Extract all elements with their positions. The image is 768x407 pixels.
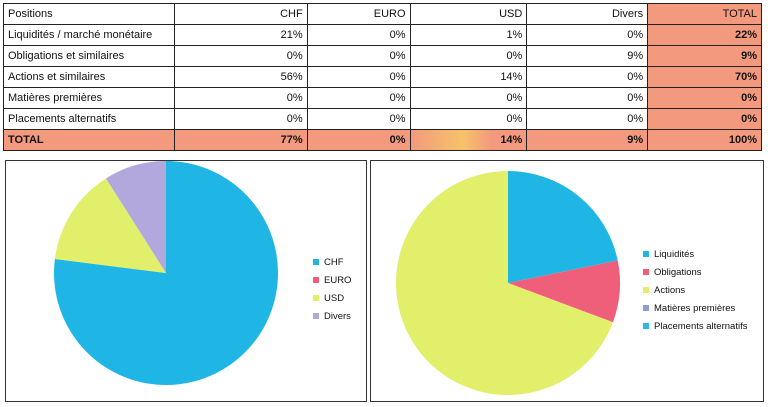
table-cell: 0% — [526, 87, 649, 109]
legend-item-chf: CHF — [313, 253, 351, 271]
header-cell: Positions — [3, 3, 175, 25]
total-cell: 9% — [526, 129, 649, 151]
legend-label: Actions — [654, 284, 686, 296]
table-cell: 0% — [173, 87, 308, 109]
table-cell: 0% — [173, 108, 308, 130]
grand-total-cell: 100% — [647, 129, 762, 151]
total-cell: 14% — [409, 129, 528, 151]
table-cell: 0% — [306, 66, 411, 88]
legend-swatch — [643, 323, 649, 329]
total-cell: 77% — [173, 129, 308, 151]
legend-swatch — [313, 259, 319, 265]
header-cell: Divers — [526, 3, 649, 25]
table-total-row: TOTAL 77% 0% 14% 9% 100% — [3, 129, 762, 151]
table-cell: 0% — [526, 24, 649, 46]
legend-swatch — [313, 313, 319, 319]
row-total-cell: 9% — [647, 45, 762, 67]
row-label: Matières premières — [3, 87, 175, 109]
legend-item-liquidites: Liquidités — [643, 245, 747, 263]
legend-label: EURO — [324, 274, 352, 286]
table-cell: 0% — [409, 108, 528, 130]
currency-pie-panel: CHF EURO USD Divers — [5, 160, 367, 402]
table-row: Actions et similaires 56% 0% 14% 0% 70% — [3, 66, 762, 88]
legend-item-obligations: Obligations — [643, 263, 747, 281]
table-cell: 0% — [526, 66, 649, 88]
pie-slice-chf — [53, 161, 278, 385]
legend-swatch — [643, 269, 649, 275]
total-label: TOTAL — [3, 129, 175, 151]
row-label: Liquidités / marché monétaire — [3, 24, 175, 46]
legend-item-actions: Actions — [643, 281, 747, 299]
row-total-cell: 0% — [647, 87, 762, 109]
table-cell: 0% — [526, 108, 649, 130]
table-cell: 14% — [409, 66, 528, 88]
row-total-cell: 22% — [647, 24, 762, 46]
table-cell: 0% — [409, 45, 528, 67]
asset-class-pie-panel: Liquidités Obligations Actions Matières pre… — [370, 160, 764, 402]
legend-item-euro: EURO — [313, 271, 351, 289]
currency-legend: CHF EURO USD Divers — [313, 253, 351, 325]
asset-class-legend: Liquidités Obligations Actions Matières pre… — [643, 245, 747, 335]
asset-class-pie-chart — [395, 170, 621, 395]
currency-pie-chart — [53, 161, 278, 385]
pie-slice-actions — [395, 170, 613, 395]
pie-slice-liquidites — [508, 171, 618, 283]
row-total-cell: 70% — [647, 66, 762, 88]
table-cell: 0% — [306, 87, 411, 109]
legend-label: Matières premières — [654, 302, 736, 314]
table-row: Placements alternatifs 0% 0% 0% 0% 0% — [3, 108, 762, 130]
pie-slice-divers — [105, 161, 166, 273]
row-total-cell: 0% — [647, 108, 762, 130]
row-label: Placements alternatifs — [3, 108, 175, 130]
legend-swatch — [643, 251, 649, 257]
row-label: Actions et similaires — [3, 66, 175, 88]
legend-item-placements-alternatifs: Placements alternatifs — [643, 317, 747, 335]
table-cell: 0% — [173, 45, 308, 67]
table-row: Liquidités / marché monétaire 21% 0% 1% … — [3, 24, 762, 46]
legend-label: Liquidités — [654, 248, 695, 260]
table-cell: 1% — [409, 24, 528, 46]
legend-label: Obligations — [654, 266, 702, 278]
legend-swatch — [643, 305, 649, 311]
header-cell: USD — [409, 3, 528, 25]
legend-label: CHF — [324, 256, 344, 268]
table-cell: 0% — [409, 87, 528, 109]
legend-item-usd: USD — [313, 289, 351, 307]
table-cell: 56% — [173, 66, 308, 88]
pie-slice-usd — [54, 178, 166, 273]
allocation-table: Positions CHF EURO USD Divers TOTAL Liqu… — [3, 3, 762, 151]
table-cell: 0% — [306, 108, 411, 130]
legend-label: USD — [324, 292, 345, 304]
table-cell: 21% — [173, 24, 308, 46]
legend-swatch — [313, 295, 319, 301]
table-row: Matières premières 0% 0% 0% 0% 0% — [3, 87, 762, 109]
row-label: Obligations et similaires — [3, 45, 175, 67]
table-cell: 0% — [306, 24, 411, 46]
legend-item-matieres-premieres: Matières premières — [643, 299, 747, 317]
header-cell: EURO — [306, 3, 411, 25]
legend-label: Divers — [324, 310, 351, 322]
legend-label: Placements alternatifs — [654, 320, 748, 332]
table-cell: 0% — [306, 45, 411, 67]
total-cell: 0% — [306, 129, 411, 151]
pie-slice-obligations — [508, 260, 621, 323]
legend-item-divers: Divers — [313, 307, 351, 325]
header-cell: CHF — [173, 3, 308, 25]
table-cell: 9% — [526, 45, 649, 67]
legend-swatch — [313, 277, 319, 283]
table-row: Obligations et similaires 0% 0% 0% 9% 9% — [3, 45, 762, 67]
header-cell: TOTAL — [647, 3, 762, 25]
legend-swatch — [643, 287, 649, 293]
table-header-row: Positions CHF EURO USD Divers TOTAL — [3, 3, 762, 25]
